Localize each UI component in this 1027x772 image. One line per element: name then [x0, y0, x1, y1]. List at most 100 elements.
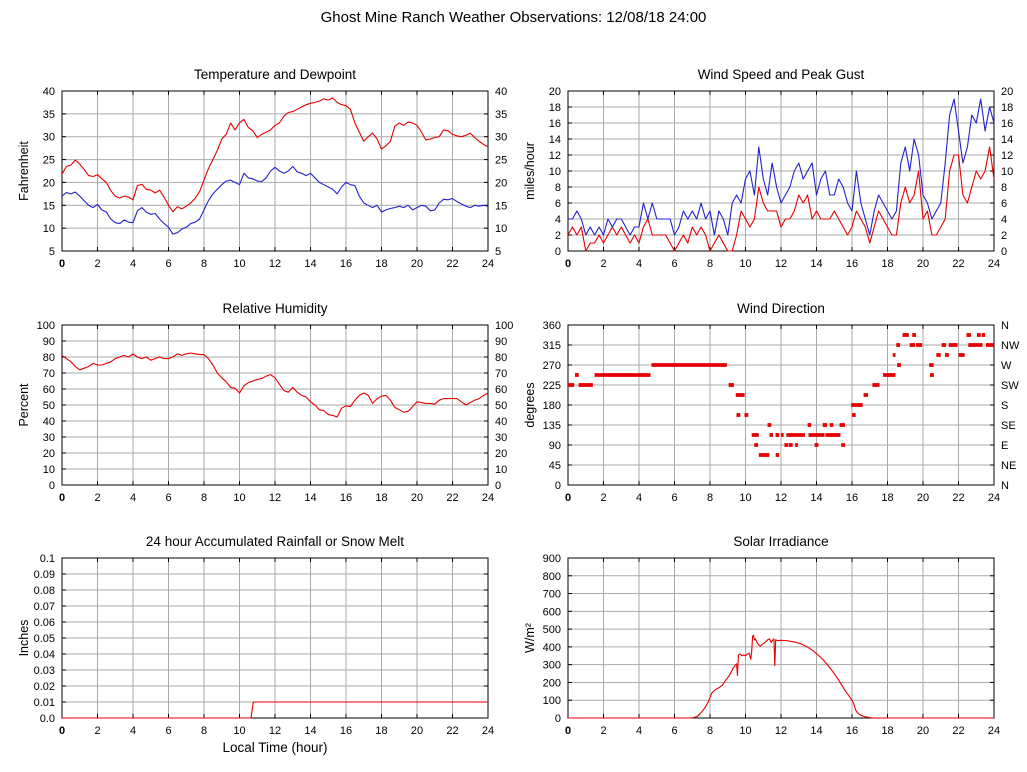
svg-text:16: 16: [340, 492, 352, 504]
chart-title: Wind Direction: [737, 301, 825, 316]
svg-text:12: 12: [1001, 150, 1013, 162]
svg-text:8: 8: [201, 725, 207, 737]
svg-text:2: 2: [600, 492, 606, 504]
svg-text:5: 5: [495, 246, 501, 258]
svg-text:20: 20: [495, 448, 507, 460]
svg-text:6: 6: [165, 492, 171, 504]
svg-text:10: 10: [43, 223, 55, 235]
svg-text:8: 8: [707, 258, 713, 270]
y-tick-labels-left: 0.0 0.01 0.02 0.03 0.04 0.05 0.06 0.07 0.08 0.09 0…: [34, 553, 55, 725]
svg-text:0.02: 0.02: [34, 681, 55, 693]
svg-text:12: 12: [269, 725, 281, 737]
svg-text:90: 90: [495, 336, 507, 348]
x-tick-labels: 0 2 4 6 8 10 12 14 16 18 20 22 24: [59, 725, 494, 737]
y-tick-labels-left: 5 10 15 20 25 30 35 40: [43, 86, 55, 258]
svg-text:40: 40: [495, 416, 507, 428]
svg-text:30: 30: [495, 432, 507, 444]
chart-temperature-and-dewpoint: 0 2 4 6 8 10 12 14 16 18 20 22 245101520253035405101…: [17, 67, 507, 270]
svg-text:18: 18: [375, 492, 387, 504]
svg-text:270: 270: [543, 360, 561, 372]
svg-text:0.04: 0.04: [34, 649, 55, 661]
svg-text:10: 10: [739, 258, 751, 270]
svg-text:18: 18: [375, 725, 387, 737]
svg-text:0: 0: [59, 492, 65, 504]
svg-text:600: 600: [543, 606, 561, 618]
svg-text:10: 10: [233, 258, 245, 270]
chart-title: Relative Humidity: [222, 301, 327, 316]
y-axis-label: degrees: [523, 382, 537, 427]
chart-wind-direction: 0 2 4 6 8 10 12 14 16 18 20 22 240459013518022527031…: [523, 301, 1020, 504]
chart-title: 24 hour Accumulated Rainfall or Snow Mel…: [146, 534, 404, 549]
svg-text:4: 4: [130, 725, 136, 737]
grid-lines: [568, 91, 994, 251]
svg-text:4: 4: [636, 492, 642, 504]
relative-humidity-line: [61, 352, 489, 418]
svg-text:16: 16: [846, 258, 858, 270]
svg-text:SW: SW: [1001, 380, 1019, 392]
y-tick-labels-left: 0 10 20 30 40 50 60 70 80 90 100: [37, 320, 55, 492]
svg-text:10: 10: [495, 223, 507, 235]
svg-text:6: 6: [671, 258, 677, 270]
svg-text:45: 45: [549, 460, 561, 472]
svg-text:80: 80: [43, 352, 55, 364]
svg-text:20: 20: [549, 86, 561, 98]
page-title: Ghost Mine Ranch Weather Observations: 1…: [320, 9, 707, 26]
svg-text:500: 500: [543, 624, 561, 636]
svg-text:2: 2: [94, 258, 100, 270]
svg-text:0: 0: [495, 480, 501, 492]
svg-text:18: 18: [881, 258, 893, 270]
svg-text:20: 20: [1001, 86, 1013, 98]
svg-text:90: 90: [43, 336, 55, 348]
svg-text:14: 14: [304, 492, 316, 504]
svg-text:0: 0: [555, 480, 561, 492]
svg-text:SE: SE: [1001, 420, 1016, 432]
svg-text:14: 14: [810, 492, 822, 504]
svg-text:6: 6: [671, 725, 677, 737]
y-tick-labels-right: 0 2 4 6 8 10 12 14 16 18 20: [1001, 86, 1013, 258]
y-tick-labels-left: 0 45 90 135 180 225 270 315 360: [543, 320, 561, 492]
svg-text:20: 20: [411, 492, 423, 504]
svg-text:400: 400: [543, 642, 561, 654]
axis-ticks: [61, 90, 489, 252]
svg-text:6: 6: [1001, 198, 1007, 210]
svg-text:22: 22: [446, 258, 458, 270]
svg-text:2: 2: [1001, 230, 1007, 242]
svg-text:4: 4: [130, 492, 136, 504]
chart-title: Solar Irradiance: [733, 534, 828, 549]
svg-text:14: 14: [304, 725, 316, 737]
temperature-line: [61, 97, 489, 213]
svg-text:NE: NE: [1001, 460, 1016, 472]
svg-text:12: 12: [775, 258, 787, 270]
x-tick-labels: 0 2 4 6 8 10 12 14 16 18 20 22 24: [565, 258, 1000, 270]
svg-text:20: 20: [43, 177, 55, 189]
svg-text:14: 14: [810, 258, 822, 270]
svg-text:180: 180: [543, 400, 561, 412]
svg-text:22: 22: [446, 492, 458, 504]
svg-text:10: 10: [1001, 166, 1013, 178]
svg-text:8: 8: [555, 182, 561, 194]
svg-text:0: 0: [565, 725, 571, 737]
svg-text:10: 10: [739, 492, 751, 504]
axis-ticks: [567, 324, 995, 486]
svg-text:900: 900: [543, 553, 561, 565]
svg-text:24: 24: [482, 492, 494, 504]
grid-lines: [62, 325, 488, 485]
y-tick-labels-left: 0 100 200 300 400 500 600 700 800 900: [543, 553, 561, 725]
svg-text:60: 60: [495, 384, 507, 396]
svg-text:0.07: 0.07: [34, 601, 55, 613]
svg-text:4: 4: [130, 258, 136, 270]
svg-text:4: 4: [636, 725, 642, 737]
svg-text:2: 2: [94, 725, 100, 737]
svg-text:0.1: 0.1: [40, 553, 55, 565]
svg-text:2: 2: [600, 258, 606, 270]
grid-lines: [568, 558, 994, 718]
svg-text:14: 14: [810, 725, 822, 737]
svg-text:8: 8: [1001, 182, 1007, 194]
svg-text:700: 700: [543, 589, 561, 601]
chart-relative-humidity: 0 2 4 6 8 10 12 14 16 18 20 22 240102030405060708090…: [17, 301, 513, 504]
svg-text:12: 12: [269, 258, 281, 270]
y-axis-label: W/m²: [523, 623, 537, 653]
svg-text:90: 90: [549, 440, 561, 452]
svg-text:15: 15: [495, 200, 507, 212]
